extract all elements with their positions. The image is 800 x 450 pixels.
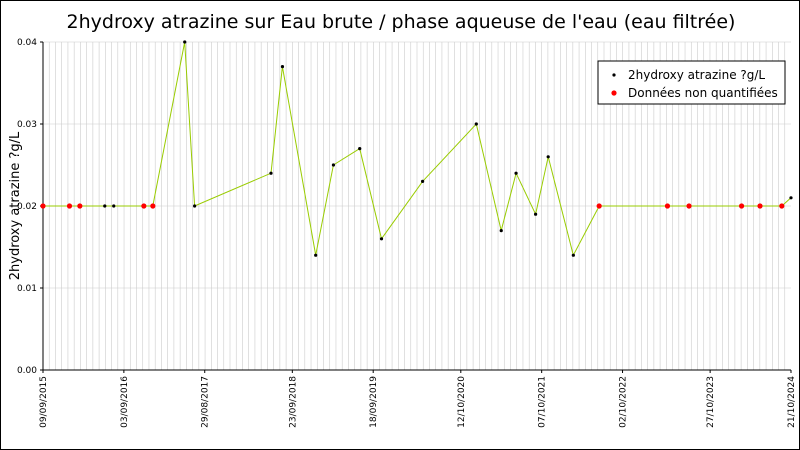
x-tick-labels: 09/09/2015 03/09/2016 29/08/2017 23/09/2018… [39, 370, 797, 428]
data-point-quantified [499, 229, 503, 233]
legend-non-quantified-label: Données non quantifiées [628, 86, 778, 100]
x-tick-label: 02/10/2022 [619, 376, 629, 428]
x-tick-label: 29/08/2017 [201, 376, 211, 428]
legend-quantified-label: 2hydroxy atrazine ?g/L [628, 68, 765, 82]
data-point-quantified [103, 204, 107, 208]
y-axis-label: 2hydroxy atrazine ?g/L [8, 131, 23, 280]
x-tick-label: 03/09/2016 [120, 376, 130, 428]
data-point-quantified [571, 253, 575, 257]
chart-title: 2hydroxy atrazine sur Eau brute / phase … [67, 11, 736, 33]
x-tick-label: 18/09/2019 [369, 376, 379, 428]
x-tick-label: 23/09/2018 [288, 376, 298, 428]
data-point-quantified [314, 253, 318, 257]
y-tick-label: 0.00 [17, 366, 37, 376]
data-point-quantified [280, 65, 285, 69]
x-tick-label: 21/10/2024 [787, 376, 797, 428]
data-point-quantified [421, 179, 425, 183]
x-tick-label: 09/09/2015 [39, 376, 49, 428]
data-point-non-quantified [779, 203, 785, 209]
legend: 2hydroxy atrazine ?g/L Données non quant… [597, 60, 786, 105]
data-point-quantified [193, 204, 197, 208]
data-point-non-quantified [141, 203, 147, 209]
data-markers [40, 40, 793, 257]
y-tick-labels: 0.00 0.01 0.02 0.03 0.04 [17, 38, 43, 376]
data-point-non-quantified [596, 203, 602, 209]
data-point-non-quantified [40, 203, 46, 209]
data-point-quantified [789, 196, 793, 200]
data-point-non-quantified [664, 203, 671, 209]
legend-quantified-marker [612, 73, 616, 77]
data-point-quantified [358, 147, 362, 151]
legend-non-quantified-marker [611, 90, 617, 96]
data-point-quantified [474, 122, 478, 126]
data-point-non-quantified [66, 203, 73, 209]
data-point-quantified [112, 204, 116, 208]
data-point-non-quantified [150, 203, 156, 209]
legend-box [597, 60, 786, 105]
data-point-quantified [546, 155, 550, 159]
data-point-quantified [331, 163, 336, 167]
data-point-quantified [379, 237, 384, 241]
x-tick-label: 12/10/2020 [457, 376, 467, 428]
y-tick-label: 0.02 [17, 202, 37, 212]
y-tick-label: 0.01 [17, 284, 37, 294]
data-point-quantified [183, 40, 187, 44]
data-point-quantified [514, 171, 518, 175]
y-tick-label: 0.04 [17, 38, 37, 48]
data-point-non-quantified [77, 203, 83, 209]
x-tick-label: 27/10/2023 [706, 376, 716, 428]
data-point-non-quantified [738, 203, 745, 209]
data-point-quantified [534, 212, 538, 216]
data-point-quantified [269, 171, 273, 175]
data-point-non-quantified [686, 203, 692, 209]
y-tick-label: 0.03 [17, 120, 37, 130]
data-point-non-quantified [757, 203, 763, 209]
x-tick-label: 07/10/2021 [538, 376, 548, 428]
